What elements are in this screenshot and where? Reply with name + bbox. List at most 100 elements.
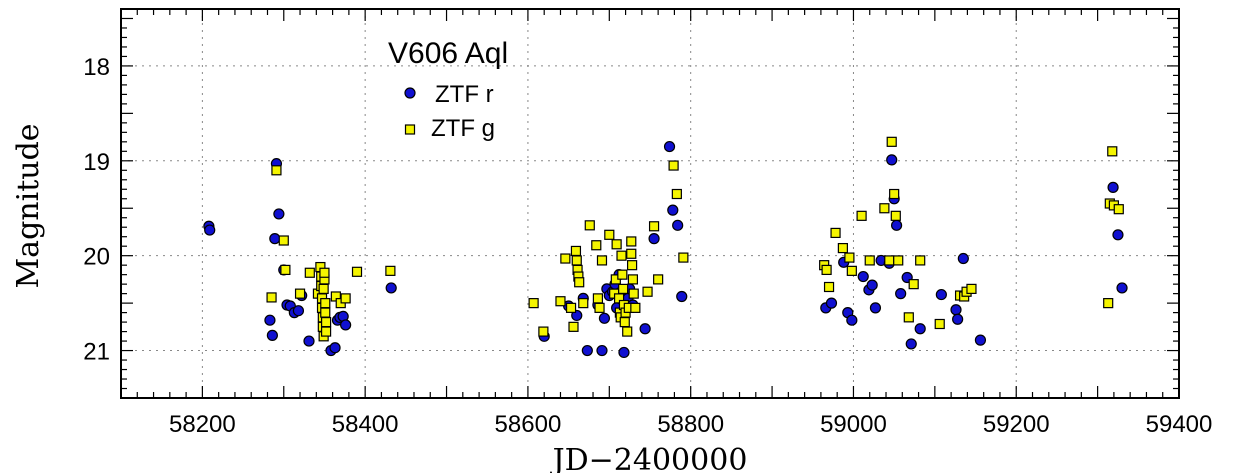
data-point <box>856 210 867 221</box>
data-point <box>667 204 679 216</box>
data-point <box>821 264 832 276</box>
data-point <box>266 292 277 303</box>
data-point <box>320 326 332 337</box>
plot-frame <box>120 8 1180 399</box>
x-tick-labels: 58200 58400 58600 58800 59000 59200 59400 <box>169 411 1212 438</box>
data-point <box>676 290 688 303</box>
x-axis-title: JD−2400000 <box>550 443 748 473</box>
axis-ticks <box>120 9 1180 399</box>
series-ztf-r <box>203 140 1128 359</box>
data-point <box>884 255 895 266</box>
data-point <box>1112 229 1124 241</box>
data-point <box>596 344 608 357</box>
data-point <box>294 288 306 299</box>
data-point <box>886 154 898 166</box>
legend-marker-ztf-r <box>404 87 416 99</box>
data-point <box>908 279 919 290</box>
x-tick-label: 58400 <box>332 411 399 438</box>
data-point <box>905 338 917 350</box>
data-point <box>278 235 289 246</box>
data-point <box>604 229 615 240</box>
data-point <box>903 312 914 323</box>
data-point <box>320 316 332 328</box>
data-point <box>966 283 977 294</box>
data-point <box>627 274 639 285</box>
data-point <box>578 298 589 309</box>
data-point <box>266 329 278 341</box>
data-point <box>1103 298 1114 309</box>
data-point <box>889 188 900 200</box>
x-tick-label: 58600 <box>495 411 562 438</box>
data-point <box>1107 181 1119 193</box>
data-point <box>340 319 352 331</box>
data-point <box>555 296 566 307</box>
data-point <box>385 282 397 294</box>
data-point <box>837 242 848 254</box>
data-point <box>830 227 841 239</box>
data-point <box>935 288 947 301</box>
y-tick-label: 20 <box>83 244 110 271</box>
data-point <box>329 342 341 354</box>
data-point <box>560 253 571 264</box>
data-point <box>950 304 962 316</box>
data-point <box>825 297 838 309</box>
data-point <box>596 255 608 266</box>
y-tick-label: 18 <box>83 54 110 81</box>
legend-marker-ztf-g <box>404 124 416 135</box>
data-point <box>914 323 926 335</box>
data-point <box>618 283 629 294</box>
data-point <box>592 293 604 304</box>
x-tick-label: 59400 <box>1146 411 1213 438</box>
data-point <box>628 288 639 299</box>
data-point <box>269 233 281 245</box>
data-point <box>668 160 679 171</box>
data-point <box>565 302 577 313</box>
data-point <box>642 286 653 297</box>
data-point <box>618 346 630 359</box>
data-point <box>890 210 901 221</box>
data-point <box>568 321 579 332</box>
data-point <box>1107 146 1118 157</box>
data-point <box>616 250 627 261</box>
data-point <box>318 283 329 294</box>
data-point <box>890 219 903 231</box>
data-point <box>1116 282 1128 294</box>
data-point <box>866 279 878 291</box>
data-point <box>869 302 882 314</box>
data-point <box>351 266 363 277</box>
data-point <box>974 334 987 346</box>
data-point <box>594 302 605 313</box>
data-point <box>952 313 964 325</box>
data-point <box>320 307 331 318</box>
data-point <box>570 245 582 257</box>
data-point <box>639 323 651 335</box>
data-point <box>280 264 291 276</box>
data-point <box>895 288 907 300</box>
data-point <box>671 188 682 200</box>
data-point <box>934 318 945 330</box>
data-point <box>663 140 676 153</box>
data-point <box>823 281 835 293</box>
data-point <box>619 316 630 328</box>
data-point <box>598 312 611 324</box>
data-point <box>581 344 593 357</box>
y-axis-title: Magnitude <box>11 123 46 288</box>
data-point <box>622 326 633 337</box>
x-tick-label: 58200 <box>169 411 236 438</box>
data-point <box>204 224 216 236</box>
y-tick-label: 21 <box>83 339 110 366</box>
y-tick-labels: 18 19 20 21 <box>83 54 110 366</box>
data-point <box>1113 204 1124 215</box>
x-tick-label: 59200 <box>983 411 1050 438</box>
data-point <box>846 314 858 326</box>
data-point <box>648 221 660 232</box>
data-point <box>611 239 622 250</box>
data-point <box>886 136 897 147</box>
grid-lines <box>121 9 1179 398</box>
data-point <box>630 302 641 313</box>
data-point <box>574 277 585 288</box>
x-tick-label: 58800 <box>657 411 724 438</box>
x-tick-label: 59000 <box>820 411 887 438</box>
data-point <box>915 255 926 266</box>
